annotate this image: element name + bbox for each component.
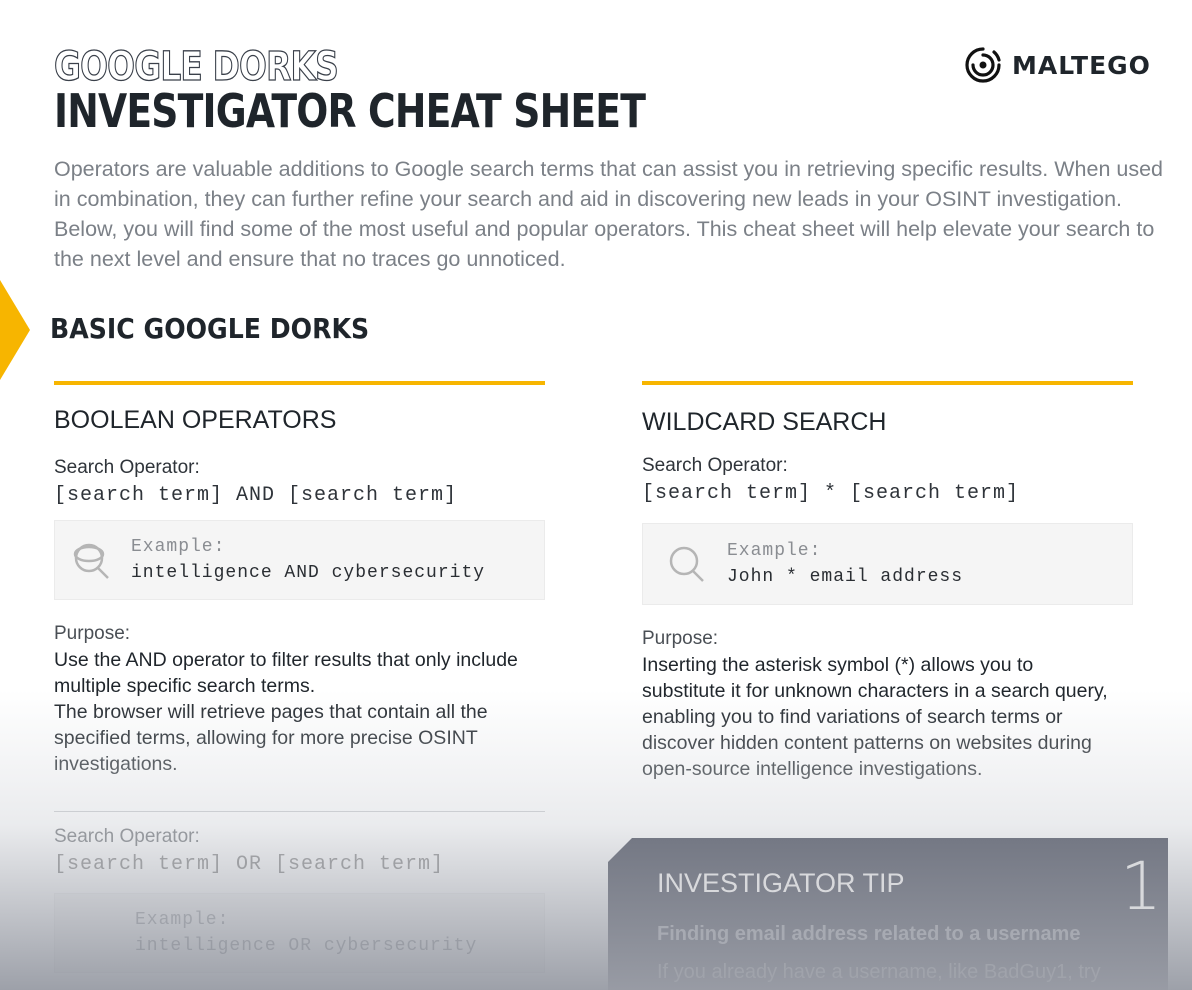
maltego-logo-icon [965, 47, 1001, 83]
boolean-title: BOOLEAN OPERATORS [54, 406, 337, 434]
logo-text: MALTEGO [1012, 50, 1151, 80]
tip-title: INVESTIGATOR TIP [657, 868, 905, 898]
tip-heading: Finding email address related to a usern… [657, 923, 1081, 945]
example-value: John * email address [727, 567, 964, 587]
example-box: Example: intelligence AND cybersecurity [54, 520, 545, 600]
purpose-line: Use the AND operator to filter results t… [54, 649, 518, 697]
maltego-logo: MALTEGO [964, 46, 1151, 84]
example-label: Example: [135, 910, 230, 930]
tip-number: 1 [1120, 848, 1162, 925]
search-icon [669, 546, 704, 582]
search-globe-icon [73, 543, 109, 579]
page-title: INVESTIGATOR CHEAT SHEET [54, 84, 646, 138]
purpose-text: Inserting the asterisk symbol (*) allows… [642, 654, 1108, 780]
purpose-text: Use the AND operator to filter results t… [54, 647, 524, 777]
purpose-label: Purpose: [54, 623, 131, 644]
intro-text: Operators are valuable additions to Goog… [54, 157, 1163, 271]
section-title: BASIC GOOGLE DORKS [50, 312, 370, 345]
operator-syntax: [search term] OR [search term] [54, 853, 445, 876]
divider-accent [54, 381, 545, 385]
purpose-line: The browser will retrieve pages that con… [54, 701, 488, 775]
example-value: intelligence AND cybersecurity [131, 563, 486, 583]
title-outline: GOOGLE DORKS [53, 43, 339, 90]
divider-accent [642, 381, 1133, 385]
divider [54, 811, 545, 812]
investigator-tip-card: INVESTIGATOR TIP 1 Finding email address… [608, 838, 1168, 990]
example-box: Example: intelligence OR cybersecurity [54, 893, 545, 973]
operator-syntax: [search term] AND [search term] [54, 484, 458, 507]
example-box: Example: John * email address [642, 523, 1133, 605]
operator-label: Search Operator: [54, 457, 200, 478]
purpose-label: Purpose: [642, 628, 719, 649]
tip-text: If you already have a username, like Bad… [657, 961, 1101, 983]
operator-label: Search Operator: [54, 826, 200, 847]
example-value: intelligence OR cybersecurity [135, 936, 478, 956]
example-label: Example: [727, 541, 822, 561]
operator-syntax: [search term] * [search term] [642, 482, 1020, 505]
section-chevron [0, 280, 30, 380]
example-label: Example: [131, 537, 226, 557]
wildcard-title: WILDCARD SEARCH [642, 408, 887, 436]
operator-label: Search Operator: [642, 455, 788, 476]
